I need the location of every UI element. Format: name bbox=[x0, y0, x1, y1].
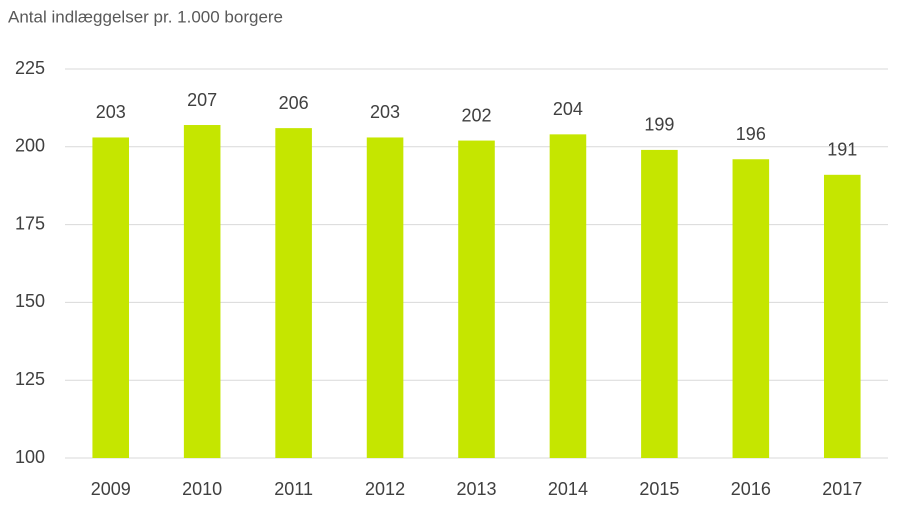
x-tick-label: 2009 bbox=[91, 479, 131, 499]
bar bbox=[732, 159, 770, 459]
bar bbox=[275, 128, 312, 459]
data-label: 203 bbox=[370, 102, 400, 122]
x-tick-label: 2013 bbox=[456, 479, 496, 499]
bar bbox=[366, 137, 404, 459]
x-tick-label: 2012 bbox=[365, 479, 405, 499]
x-tick-label: 2014 bbox=[548, 479, 588, 499]
y-tick-label: 150 bbox=[15, 291, 45, 311]
x-tick-label: 2016 bbox=[731, 479, 771, 499]
bar bbox=[549, 134, 587, 459]
data-label: 199 bbox=[644, 115, 674, 135]
data-label: 206 bbox=[279, 93, 309, 113]
x-tick-label: 2015 bbox=[639, 479, 679, 499]
bar bbox=[183, 125, 221, 459]
x-tick-label: 2017 bbox=[822, 479, 862, 499]
y-tick-label: 225 bbox=[15, 58, 45, 78]
y-axis-title: Antal indlæggelser pr. 1.000 borgere bbox=[8, 7, 283, 26]
y-tick-label: 175 bbox=[15, 213, 45, 233]
y-tick-label: 100 bbox=[15, 447, 45, 467]
data-label: 204 bbox=[553, 99, 583, 119]
y-tick-label: 125 bbox=[15, 369, 45, 389]
data-label: 196 bbox=[736, 124, 766, 144]
data-label: 207 bbox=[187, 90, 217, 110]
x-tick-label: 2010 bbox=[182, 479, 222, 499]
y-tick-label: 200 bbox=[15, 136, 45, 156]
data-label: 203 bbox=[96, 102, 126, 122]
data-label: 202 bbox=[461, 105, 491, 125]
data-label: 191 bbox=[827, 140, 857, 160]
bar bbox=[823, 174, 861, 459]
x-tick-label: 2011 bbox=[274, 479, 313, 499]
bar bbox=[92, 137, 130, 459]
bar bbox=[458, 140, 495, 459]
bar bbox=[641, 149, 678, 459]
